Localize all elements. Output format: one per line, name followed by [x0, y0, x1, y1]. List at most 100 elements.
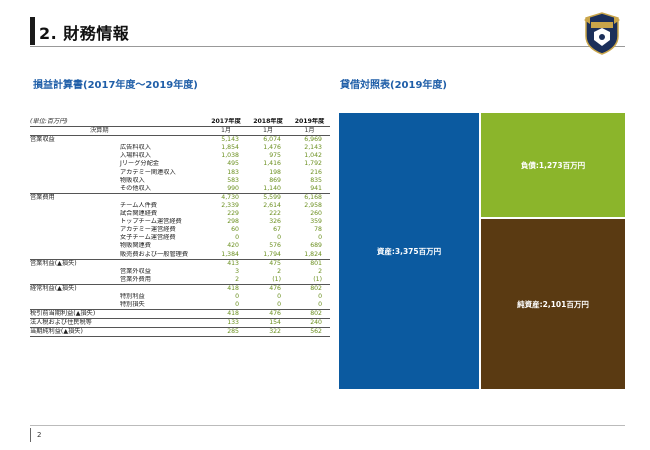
row-label: 営業外費用 — [120, 275, 151, 283]
row-value: 154 — [247, 318, 289, 328]
table-header-row: (単位:百万円) 2017年度 2018年度 2019年度 — [30, 118, 330, 128]
row-value: 5,599 — [247, 192, 289, 202]
row-value: 216 — [310, 168, 322, 176]
period-row: 決算期 1月 1月 1月 — [30, 126, 330, 137]
row-value: 67 — [273, 226, 281, 234]
row-value: 1,824 — [304, 250, 322, 258]
row-value: 1,416 — [263, 160, 281, 168]
row-value: 835 — [310, 176, 322, 184]
row-value: 229 — [227, 210, 239, 218]
period-label: 決算期 — [90, 126, 205, 137]
table-row: チーム人件費 2,339 2,614 2,958 — [30, 202, 330, 210]
row-label: 営業利益(▲損失) — [30, 258, 205, 268]
assets-label: 資産:3,375百万円 — [376, 246, 442, 256]
row-value: 6,074 — [247, 135, 289, 145]
row-value: 5,143 — [205, 135, 247, 145]
row-value: 2,339 — [221, 201, 239, 209]
period-2019: 1月 — [289, 126, 330, 137]
row-label: 特別利益 — [120, 292, 145, 300]
row-value: 0 — [235, 301, 239, 309]
table-row: 営業収益 5,143 6,074 6,969 — [30, 135, 330, 145]
table-row: 販売費および一般管理費 1,384 1,794 1,824 — [30, 251, 330, 260]
row-label: 試合関連経費 — [120, 210, 158, 218]
row-value: 359 — [310, 218, 322, 226]
year-header-2018: 2018年度 — [247, 118, 289, 128]
table-row: 営業外費用 2 (1) (1) — [30, 276, 330, 285]
row-label: 入場料収入 — [120, 152, 151, 160]
row-label: 販売費および一般管理費 — [120, 250, 189, 258]
row-label: 特別損失 — [120, 301, 145, 309]
row-label: 営業収益 — [30, 135, 205, 145]
footer-divider — [30, 425, 625, 426]
table-row: 営業外収益 3 2 2 — [30, 268, 330, 276]
table-row: 当期純利益(▲損失) 285 322 562 — [30, 327, 330, 338]
row-label: アカデミー運営経費 — [120, 226, 176, 234]
row-label: 物販収入 — [120, 176, 145, 184]
row-value: 975 — [269, 152, 281, 160]
row-value: 183 — [227, 168, 239, 176]
row-value: 4,730 — [205, 192, 247, 202]
row-value: 60 — [231, 226, 239, 234]
row-label: 女子チーム運営経費 — [120, 234, 176, 242]
year-header-2019: 2019年度 — [289, 118, 330, 128]
table-row: アカデミー関連収入 183 198 216 — [30, 169, 330, 177]
balance-sheet-chart: 資産:3,375百万円 負債:1,273百万円 純資産:2,101百万円 — [339, 113, 625, 389]
row-value: 418 — [205, 309, 247, 319]
row-value: 418 — [205, 283, 247, 293]
row-label: 営業外収益 — [120, 267, 151, 275]
income-statement-table: (単位:百万円) 2017年度 2018年度 2019年度 決算期 1月 1月 … — [30, 118, 330, 338]
row-value: 802 — [289, 309, 330, 319]
row-value: 1,140 — [263, 184, 281, 192]
table-row: 営業費用 4,730 5,599 6,168 — [30, 192, 330, 202]
row-value: 1,854 — [221, 144, 239, 152]
row-label: 営業費用 — [30, 192, 205, 202]
period-2017: 1月 — [205, 126, 247, 137]
row-label: Jリーグ分配金 — [120, 160, 159, 168]
row-value: 1,794 — [263, 250, 281, 258]
table-row: トップチーム運営経費 298 326 359 — [30, 218, 330, 226]
row-value: 1,384 — [221, 250, 239, 258]
row-value: 0 — [235, 292, 239, 300]
row-value: 322 — [247, 327, 289, 338]
table-row: 試合関連経費 229 222 260 — [30, 210, 330, 218]
row-value: 6,969 — [289, 135, 330, 145]
row-value: 495 — [227, 160, 239, 168]
row-label: その他収入 — [120, 184, 151, 192]
row-value: 1,042 — [304, 152, 322, 160]
row-value: 1,038 — [221, 152, 239, 160]
row-label: 経常利益(▲損失) — [30, 283, 205, 293]
table-row: 入場料収入 1,038 975 1,042 — [30, 152, 330, 160]
table-row: アカデミー運営経費 60 67 78 — [30, 226, 330, 234]
row-value: 2,614 — [263, 201, 281, 209]
row-value: 198 — [269, 168, 281, 176]
table-row: その他収入 990 1,140 941 — [30, 185, 330, 194]
balance-sheet-heading: 貸借対照表(2019年度) — [340, 80, 447, 91]
table-row: 特別損失 0 0 0 — [30, 301, 330, 310]
row-value: 1,792 — [304, 160, 322, 168]
row-label: アカデミー関連収入 — [120, 168, 176, 176]
row-value: 583 — [227, 176, 239, 184]
club-emblem-icon — [584, 12, 620, 55]
row-value: 0 — [318, 292, 322, 300]
row-value: 576 — [269, 242, 281, 250]
row-value: 326 — [269, 218, 281, 226]
row-value: 260 — [310, 210, 322, 218]
row-label: トップチーム運営経費 — [120, 218, 182, 226]
year-header-2017: 2017年度 — [205, 118, 247, 128]
row-value: (1) — [272, 275, 281, 283]
row-value: 2 — [277, 267, 281, 275]
table-row: 税引前当期利益(▲損失) 418 476 802 — [30, 309, 330, 319]
table-row: 営業利益(▲損失) 413 475 801 — [30, 258, 330, 268]
row-value: 476 — [247, 283, 289, 293]
row-value: 2 — [235, 275, 239, 283]
row-value: 2,143 — [304, 144, 322, 152]
row-value: 562 — [289, 327, 330, 338]
row-value: 0 — [318, 301, 322, 309]
table-row: 広告料収入 1,854 1,476 2,143 — [30, 144, 330, 152]
row-value: 222 — [269, 210, 281, 218]
row-value: (1) — [313, 275, 322, 283]
row-value: 941 — [310, 184, 322, 192]
row-value: 476 — [247, 309, 289, 319]
row-value: 475 — [247, 258, 289, 268]
row-value: 240 — [289, 318, 330, 328]
